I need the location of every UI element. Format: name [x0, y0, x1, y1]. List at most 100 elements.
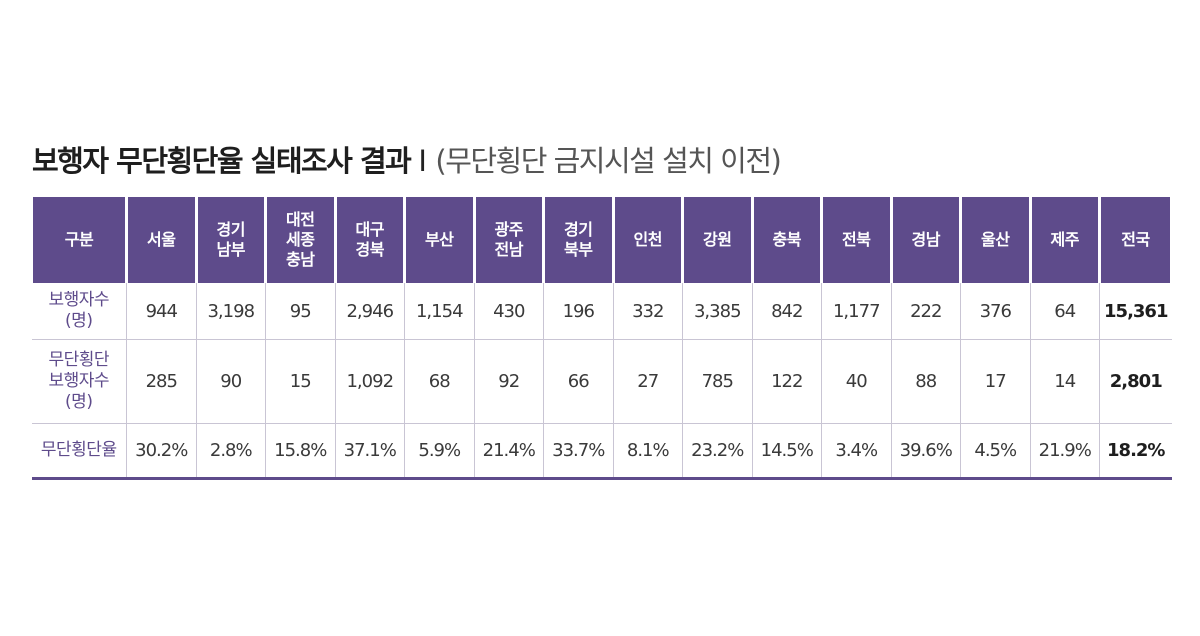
row-header-label: (명) — [65, 311, 93, 331]
column-header: 대전 세종 충남 — [264, 197, 337, 283]
table-row: 보행자수 (명) 944 3,198 95 2,946 1,154 430 196 332 3,38… — [31, 283, 1172, 340]
stats-table: 구분 서울 경기 남부 대전 세종 충남 대구 경북 부산 광주 전남 경기 북부 인천 강원 충북 전북 경남 울산… — [30, 197, 1173, 480]
table-cell: 196 — [543, 283, 613, 340]
row-header: 무단횡단율 — [31, 423, 127, 480]
table-cell: 30.2% — [126, 423, 196, 480]
column-header-label: 서울 — [147, 230, 176, 249]
table-cell: 2,946 — [334, 283, 405, 340]
column-header: 강원 — [681, 197, 754, 283]
table-cell: 3,385 — [682, 283, 752, 340]
table-cell: 88 — [890, 339, 961, 424]
table-cell: 842 — [751, 283, 822, 340]
column-header-label: 경기 — [216, 220, 246, 239]
column-header-label: 제주 — [1050, 230, 1080, 249]
column-header-label: 충북 — [772, 230, 802, 249]
column-header: 대구 경북 — [333, 197, 406, 283]
column-header: 충북 — [750, 197, 823, 283]
column-header-label: 전국 — [1121, 230, 1150, 249]
table-cell: 430 — [473, 283, 544, 340]
title-subtitle: (무단횡단 금지시설 설치 이전) — [435, 144, 781, 178]
table-cell: 17 — [960, 339, 1030, 424]
table-cell: 37.1% — [334, 423, 405, 480]
column-header-label: 부산 — [425, 230, 454, 249]
table-cell: 66 — [543, 339, 613, 424]
table-cell: 4.5% — [960, 423, 1030, 480]
title-separator: I — [418, 144, 427, 178]
table-cell: 21.4% — [473, 423, 544, 480]
column-header: 서울 — [125, 197, 198, 283]
table-cell: 40 — [821, 339, 891, 424]
row-header-label: 무단횡단율 — [40, 440, 117, 460]
title-main: 보행자 무단횡단율 실태조사 결과 — [32, 144, 412, 178]
table-cell: 90 — [195, 339, 266, 424]
table-cell: 3.4% — [821, 423, 891, 480]
table-cell-total: 18.2% — [1099, 423, 1172, 480]
column-header: 인천 — [611, 197, 684, 283]
table-cell: 23.2% — [682, 423, 752, 480]
table-cell: 8.1% — [612, 423, 683, 480]
column-header-category: 구분 — [30, 197, 128, 283]
column-header: 전국 — [1098, 197, 1173, 283]
column-header-label: 전북 — [842, 230, 871, 249]
row-header: 보행자수 (명) — [31, 283, 127, 340]
column-header-label: 구분 — [64, 230, 94, 249]
column-header: 경기 남부 — [194, 197, 267, 283]
column-header: 부산 — [403, 197, 476, 283]
column-header-label: 전남 — [494, 240, 524, 259]
table-cell: 944 — [126, 283, 196, 340]
table-cell: 3,198 — [195, 283, 266, 340]
column-header: 전북 — [820, 197, 893, 283]
table-cell: 15.8% — [265, 423, 335, 480]
table-cell: 33.7% — [543, 423, 613, 480]
table-cell: 785 — [682, 339, 752, 424]
table-cell: 14.5% — [751, 423, 822, 480]
table-cell-total: 2,801 — [1099, 339, 1172, 424]
row-header-label: 보행자수 — [48, 290, 110, 310]
table-cell: 95 — [265, 283, 335, 340]
column-header: 울산 — [959, 197, 1032, 283]
column-header: 제주 — [1028, 197, 1101, 283]
column-header: 경기 북부 — [542, 197, 615, 283]
column-header-label: 울산 — [981, 230, 1010, 249]
column-header: 경남 — [889, 197, 962, 283]
row-header-label: 보행자수 — [48, 371, 110, 391]
table-cell: 15 — [265, 339, 335, 424]
column-header-label: 강원 — [703, 230, 732, 249]
table-cell: 285 — [126, 339, 196, 424]
column-header-label: 세종 — [286, 230, 315, 249]
header-row: 구분 서울 경기 남부 대전 세종 충남 대구 경북 부산 광주 전남 경기 북부 인천 강원 충북 전북 경남 울산… — [30, 197, 1173, 283]
column-header-label: 대구 — [355, 220, 385, 239]
table-cell: 39.6% — [890, 423, 961, 480]
table-cell: 222 — [890, 283, 961, 340]
table-row: 무단횡단 보행자수 (명) 285 90 15 1,092 68 92 66 27 785 122 40 8… — [31, 339, 1172, 424]
table-cell: 2.8% — [195, 423, 266, 480]
page-title: 보행자 무단횡단율 실태조사 결과 I (무단횡단 금지시설 설치 이전) — [32, 138, 782, 180]
table-cell: 14 — [1029, 339, 1100, 424]
row-header-label: 무단횡단 — [48, 350, 110, 370]
row-header: 무단횡단 보행자수 (명) — [31, 339, 127, 424]
table-cell: 21.9% — [1029, 423, 1100, 480]
column-header-label: 경남 — [911, 230, 941, 249]
column-header: 광주 전남 — [472, 197, 545, 283]
table-cell: 332 — [612, 283, 683, 340]
column-header-label: 충남 — [286, 250, 315, 269]
row-header-label: (명) — [65, 392, 93, 412]
table-cell: 1,092 — [334, 339, 405, 424]
table-cell: 27 — [612, 339, 683, 424]
table-cell: 92 — [473, 339, 544, 424]
table-cell: 5.9% — [404, 423, 474, 480]
column-header-label: 경북 — [355, 240, 385, 259]
column-header-label: 남부 — [216, 240, 246, 259]
column-header-label: 대전 — [286, 210, 315, 229]
column-header-label: 경기 — [564, 220, 593, 239]
table-cell: 376 — [960, 283, 1030, 340]
table-row: 무단횡단율 30.2% 2.8% 15.8% 37.1% 5.9% 21.4% 33.7% 8.… — [31, 423, 1172, 480]
column-header-label: 광주 — [494, 220, 524, 239]
table-cell-total: 15,361 — [1099, 283, 1172, 340]
table-cell: 1,177 — [821, 283, 891, 340]
column-header-label: 북부 — [564, 240, 593, 259]
table-cell: 1,154 — [404, 283, 474, 340]
table-cell: 122 — [751, 339, 822, 424]
table-cell: 64 — [1029, 283, 1100, 340]
table-cell: 68 — [404, 339, 474, 424]
